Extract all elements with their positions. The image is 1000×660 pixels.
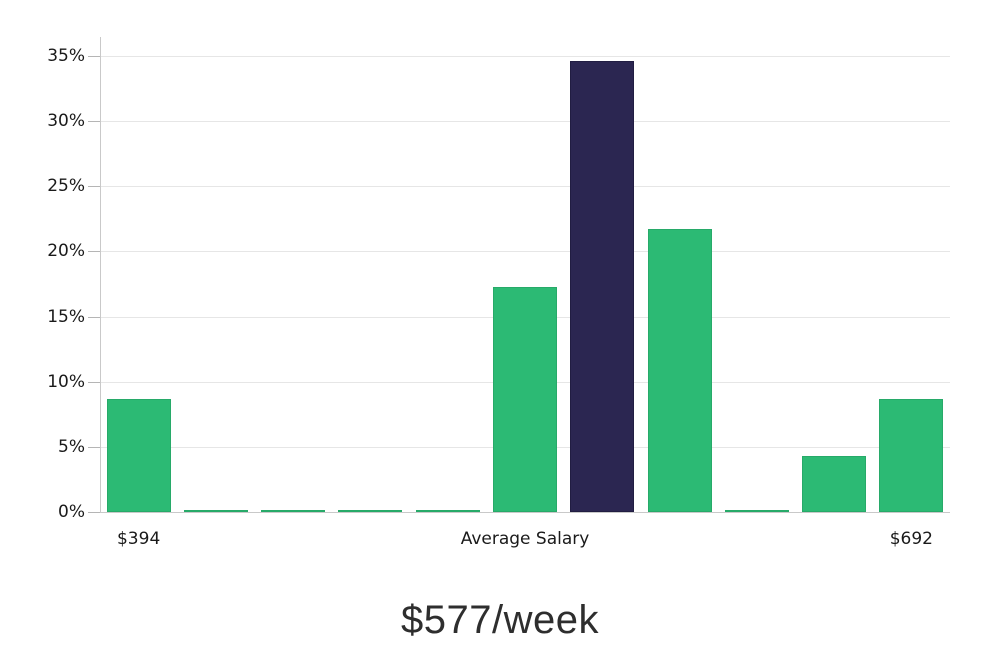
y-axis-tick-mark (88, 316, 100, 318)
x-axis-line (100, 512, 950, 513)
y-axis-tick-mark (88, 55, 100, 57)
bar (879, 398, 944, 512)
y-axis-tick-label: 5% (58, 436, 85, 457)
x-axis-label: Average Salary (460, 529, 590, 549)
bar (261, 510, 326, 512)
bar (647, 229, 712, 512)
bar (338, 510, 403, 512)
gridline (100, 186, 950, 188)
bar (106, 398, 171, 512)
y-axis-tick-mark (88, 381, 100, 383)
y-axis-tick-mark (88, 121, 100, 123)
bar-highlighted (570, 61, 635, 512)
bar (802, 455, 867, 512)
y-axis-tick-mark (88, 512, 100, 513)
bar (724, 510, 789, 512)
gridline (100, 121, 950, 123)
y-axis-tick-mark (88, 446, 100, 448)
x-axis-label: $394 (116, 529, 161, 549)
y-axis-line (100, 37, 101, 513)
gridline (100, 55, 950, 57)
bar (183, 510, 248, 512)
y-axis-tick-label: 35% (47, 45, 85, 66)
y-axis-tick-mark (88, 186, 100, 188)
y-axis-tick-label: 20% (47, 241, 85, 262)
y-axis-tick-label: 0% (58, 502, 85, 522)
y-axis-tick-mark (88, 251, 100, 253)
y-axis-tick-label: 30% (47, 111, 85, 132)
gridline (100, 251, 950, 253)
chart-title: $577/week (401, 598, 599, 642)
bar (415, 510, 480, 512)
x-axis-label: $692 (889, 529, 933, 549)
y-axis-tick-label: 10% (47, 371, 85, 392)
y-axis-tick-label: 25% (47, 176, 85, 197)
bar (493, 286, 557, 512)
y-axis-tick-label: 15% (47, 306, 85, 327)
